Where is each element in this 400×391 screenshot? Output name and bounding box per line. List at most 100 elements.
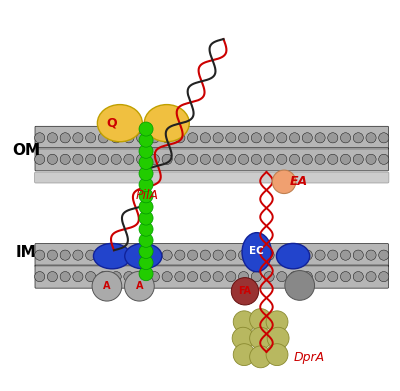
- Circle shape: [315, 250, 325, 260]
- Circle shape: [124, 250, 134, 260]
- Circle shape: [139, 167, 153, 181]
- Circle shape: [277, 271, 287, 282]
- Circle shape: [251, 250, 262, 260]
- Text: Q: Q: [107, 117, 117, 130]
- Circle shape: [139, 222, 153, 236]
- Circle shape: [98, 250, 108, 260]
- Circle shape: [302, 154, 312, 164]
- Circle shape: [188, 250, 198, 260]
- Circle shape: [251, 271, 262, 282]
- Circle shape: [149, 133, 160, 143]
- Circle shape: [47, 271, 58, 282]
- Circle shape: [111, 250, 121, 260]
- Circle shape: [86, 154, 96, 164]
- Circle shape: [162, 154, 172, 164]
- Circle shape: [250, 327, 272, 349]
- Circle shape: [139, 133, 153, 147]
- FancyBboxPatch shape: [35, 126, 388, 149]
- Circle shape: [264, 250, 274, 260]
- Circle shape: [139, 122, 153, 136]
- Circle shape: [290, 250, 300, 260]
- FancyBboxPatch shape: [35, 172, 389, 183]
- Circle shape: [92, 271, 122, 301]
- Circle shape: [315, 271, 325, 282]
- Circle shape: [60, 250, 70, 260]
- Text: OM: OM: [12, 143, 40, 158]
- Circle shape: [124, 271, 134, 282]
- Text: EA: EA: [290, 175, 308, 188]
- Circle shape: [188, 154, 198, 164]
- Circle shape: [238, 250, 249, 260]
- Circle shape: [73, 133, 83, 143]
- Circle shape: [124, 154, 134, 164]
- Circle shape: [266, 311, 288, 333]
- FancyBboxPatch shape: [35, 244, 388, 267]
- FancyBboxPatch shape: [35, 148, 388, 171]
- Circle shape: [315, 133, 325, 143]
- Circle shape: [315, 154, 325, 164]
- Circle shape: [277, 133, 287, 143]
- Circle shape: [302, 250, 312, 260]
- Circle shape: [175, 271, 185, 282]
- Circle shape: [175, 133, 185, 143]
- Circle shape: [188, 271, 198, 282]
- FancyBboxPatch shape: [35, 265, 388, 288]
- Circle shape: [139, 233, 153, 248]
- Text: A: A: [136, 281, 143, 291]
- Circle shape: [188, 133, 198, 143]
- Circle shape: [328, 133, 338, 143]
- Circle shape: [277, 154, 287, 164]
- Circle shape: [86, 133, 96, 143]
- Circle shape: [35, 133, 45, 143]
- Circle shape: [149, 271, 160, 282]
- Circle shape: [139, 155, 153, 169]
- Circle shape: [139, 211, 153, 225]
- Circle shape: [73, 271, 83, 282]
- Text: A: A: [103, 281, 111, 291]
- Circle shape: [98, 154, 108, 164]
- Circle shape: [340, 154, 351, 164]
- Circle shape: [111, 271, 121, 282]
- Circle shape: [264, 271, 274, 282]
- Circle shape: [272, 170, 296, 194]
- Circle shape: [139, 189, 153, 203]
- Circle shape: [366, 154, 376, 164]
- Circle shape: [98, 271, 108, 282]
- Ellipse shape: [97, 104, 142, 142]
- Circle shape: [238, 133, 249, 143]
- Circle shape: [60, 271, 70, 282]
- Circle shape: [267, 327, 289, 349]
- Circle shape: [200, 133, 210, 143]
- Circle shape: [149, 154, 160, 164]
- Circle shape: [60, 133, 70, 143]
- Circle shape: [175, 250, 185, 260]
- Circle shape: [251, 154, 262, 164]
- Circle shape: [73, 154, 83, 164]
- Circle shape: [162, 271, 172, 282]
- Circle shape: [226, 271, 236, 282]
- Circle shape: [290, 271, 300, 282]
- Circle shape: [86, 271, 96, 282]
- Circle shape: [285, 271, 314, 300]
- Circle shape: [139, 178, 153, 192]
- Circle shape: [111, 154, 121, 164]
- Circle shape: [226, 250, 236, 260]
- Circle shape: [139, 256, 153, 270]
- Circle shape: [379, 133, 389, 143]
- Circle shape: [111, 133, 121, 143]
- Circle shape: [233, 344, 255, 366]
- Circle shape: [136, 250, 147, 260]
- Ellipse shape: [242, 233, 271, 272]
- Circle shape: [238, 154, 249, 164]
- Circle shape: [73, 250, 83, 260]
- Circle shape: [47, 133, 58, 143]
- Circle shape: [250, 346, 272, 368]
- Circle shape: [213, 133, 223, 143]
- Circle shape: [47, 154, 58, 164]
- Circle shape: [302, 271, 312, 282]
- Text: PilA: PilA: [136, 189, 159, 202]
- Circle shape: [366, 250, 376, 260]
- Circle shape: [136, 271, 147, 282]
- Circle shape: [226, 133, 236, 143]
- Circle shape: [379, 154, 389, 164]
